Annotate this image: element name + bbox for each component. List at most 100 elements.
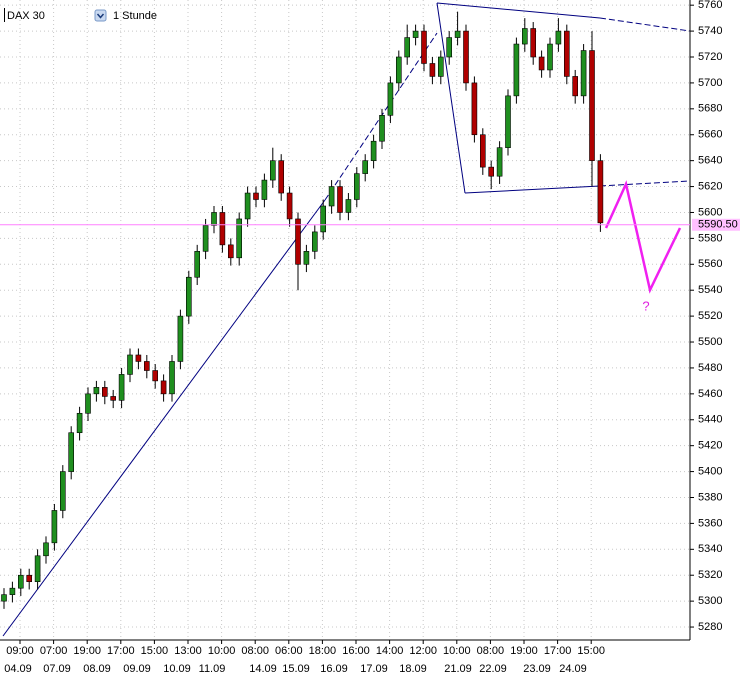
y-tick-label: 5440 bbox=[698, 414, 722, 426]
candle-body bbox=[521, 28, 528, 45]
candle-body bbox=[353, 173, 360, 200]
candle-body bbox=[303, 251, 310, 265]
y-tick-label: 5380 bbox=[698, 491, 722, 503]
y-tick-label: 5500 bbox=[698, 336, 722, 348]
x-date-label: 07.09 bbox=[43, 663, 71, 675]
candle-body bbox=[102, 387, 108, 397]
y-tick-label: 5480 bbox=[698, 362, 722, 374]
candle-body bbox=[454, 30, 461, 38]
header: DAX 30 1 Stunde bbox=[4, 8, 157, 22]
candle-body bbox=[244, 192, 251, 220]
candle-body bbox=[76, 412, 83, 434]
candle-body bbox=[118, 374, 125, 401]
x-time-label: 09:00 bbox=[6, 645, 34, 657]
candle-body bbox=[85, 393, 91, 414]
candle-body bbox=[219, 212, 226, 246]
candle-body bbox=[496, 147, 503, 177]
x-date-label: 18.09 bbox=[399, 663, 427, 675]
trend-line bbox=[464, 185, 601, 194]
candle-body bbox=[202, 225, 209, 252]
trend-line bbox=[436, 2, 601, 19]
candle-body bbox=[463, 30, 469, 84]
candle-body bbox=[68, 432, 74, 472]
candle-body bbox=[589, 50, 595, 161]
candle-body bbox=[488, 166, 495, 177]
candle-body bbox=[17, 574, 24, 589]
candle-body bbox=[471, 82, 478, 136]
x-date-label: 10.09 bbox=[163, 663, 191, 675]
candle-body bbox=[286, 192, 293, 220]
x-date-label: 15.09 bbox=[282, 663, 310, 675]
candle-body bbox=[127, 354, 133, 375]
candle-body bbox=[93, 387, 100, 395]
candle-body bbox=[446, 37, 453, 58]
timeframe[interactable]: 1 Stunde bbox=[113, 10, 157, 22]
candle-body bbox=[580, 50, 587, 97]
candle-body bbox=[395, 56, 402, 84]
trend-line bbox=[599, 17, 691, 32]
candle-body bbox=[177, 315, 184, 362]
candle-body bbox=[387, 82, 394, 116]
trend-line bbox=[2, 199, 326, 637]
candle-body bbox=[437, 56, 444, 77]
candle-body bbox=[169, 361, 175, 395]
x-time-label: 10:00 bbox=[443, 645, 471, 657]
y-tick-label: 5400 bbox=[698, 465, 722, 477]
x-time-label: 15:00 bbox=[141, 645, 169, 657]
x-date-label: 09.09 bbox=[123, 663, 151, 675]
candle-body bbox=[59, 471, 66, 511]
y-tick-label: 5600 bbox=[698, 206, 722, 218]
x-time-label: 19:00 bbox=[73, 645, 101, 657]
x-time-label: 13:00 bbox=[174, 645, 202, 657]
y-tick-label: 5300 bbox=[698, 595, 722, 607]
candle-body bbox=[563, 30, 570, 77]
timeframe-dropdown[interactable] bbox=[94, 9, 107, 22]
y-tick-label: 5620 bbox=[698, 180, 722, 192]
candle-body bbox=[379, 115, 385, 142]
y-tick-label: 5700 bbox=[698, 77, 722, 89]
x-date-label: 23.09 bbox=[523, 663, 551, 675]
candle-body bbox=[345, 199, 352, 213]
x-date-label: 17.09 bbox=[360, 663, 388, 675]
y-tick-label: 5540 bbox=[698, 284, 722, 296]
candle-body bbox=[530, 28, 537, 58]
candle-body bbox=[513, 43, 520, 97]
symbol-title: DAX 30 bbox=[7, 10, 45, 22]
x-time-label: 17:00 bbox=[107, 645, 135, 657]
candle-body bbox=[555, 30, 562, 45]
candle-body bbox=[572, 76, 579, 97]
dropdown-arrow bbox=[96, 13, 105, 19]
candle-body bbox=[295, 218, 301, 265]
candle-body bbox=[26, 574, 33, 583]
candle-body bbox=[538, 56, 545, 71]
trend-line bbox=[599, 180, 691, 187]
forecast-path bbox=[604, 180, 682, 294]
annotation: ? bbox=[642, 298, 649, 313]
x-date-label: 08.09 bbox=[83, 663, 111, 675]
x-time-label: 10:00 bbox=[208, 645, 236, 657]
x-time-label: 07:00 bbox=[40, 645, 68, 657]
candle-body bbox=[43, 542, 49, 557]
plot-area bbox=[0, 0, 690, 640]
y-tick-label: 5580 bbox=[698, 232, 722, 244]
candle-body bbox=[269, 160, 276, 181]
candle-body bbox=[479, 134, 486, 168]
candle-body bbox=[160, 380, 167, 395]
y-tick-label: 5660 bbox=[698, 129, 722, 141]
candle-body bbox=[211, 212, 217, 226]
candle-body bbox=[328, 186, 335, 207]
x-date-label: 24.09 bbox=[559, 663, 587, 675]
candle-body bbox=[253, 192, 259, 200]
x-date-label: 16.09 bbox=[320, 663, 348, 675]
x-time-label: 18:00 bbox=[309, 645, 337, 657]
x-date-label: 21.09 bbox=[444, 663, 472, 675]
candle-body bbox=[1, 594, 7, 602]
candle-body bbox=[135, 354, 142, 362]
y-tick-label: 5760 bbox=[698, 0, 722, 11]
candle-body bbox=[370, 140, 377, 161]
candle-body bbox=[505, 95, 511, 148]
candle-body bbox=[144, 361, 150, 371]
candle-body bbox=[9, 587, 16, 595]
caret bbox=[4, 8, 5, 22]
